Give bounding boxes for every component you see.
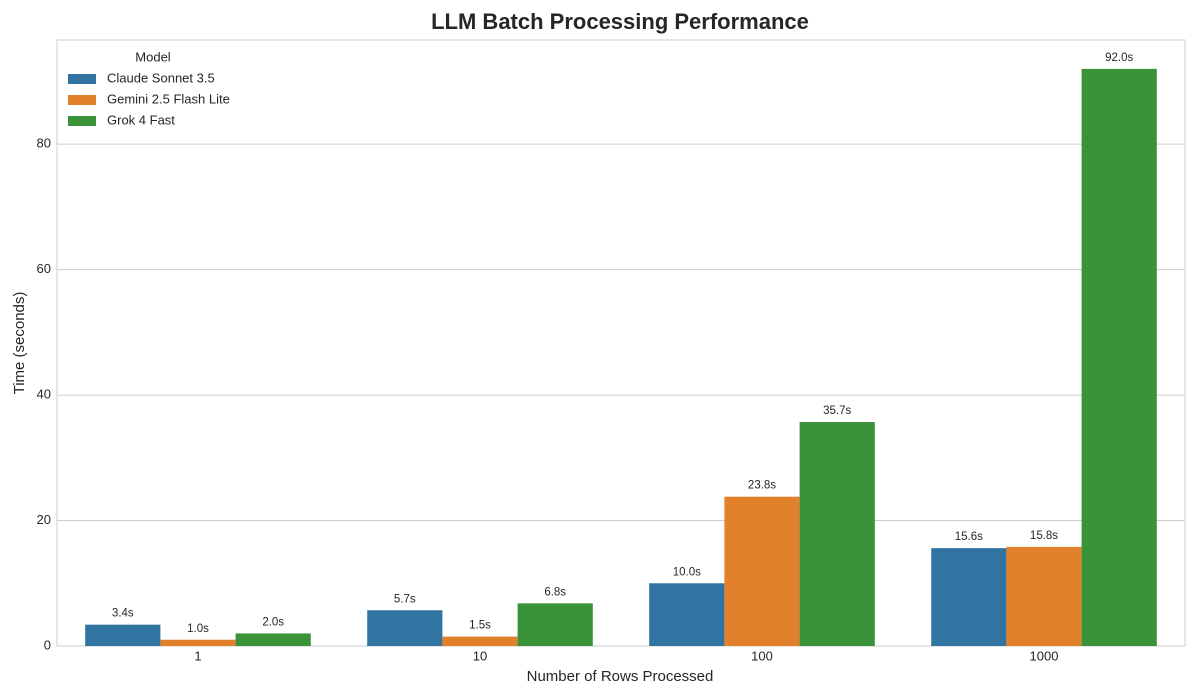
bar bbox=[85, 624, 161, 646]
plot-frame bbox=[56, 39, 1186, 647]
legend-swatch bbox=[68, 74, 96, 84]
y-axis-label: Time (seconds) bbox=[11, 292, 28, 395]
legend-label: Grok 4 Fast bbox=[107, 112, 175, 127]
value-label: 6.8s bbox=[544, 586, 566, 598]
bar bbox=[1081, 68, 1157, 647]
bar bbox=[160, 639, 236, 646]
legend-swatch bbox=[68, 116, 96, 126]
value-label: 1.0s bbox=[187, 623, 209, 635]
legend-label: Claude Sonnet 3.5 bbox=[107, 70, 215, 85]
x-axis-label: Number of Rows Processed bbox=[527, 668, 714, 685]
y-tick-label: 20 bbox=[37, 512, 51, 527]
legend-swatch bbox=[68, 95, 96, 105]
x-tick-label: 1 bbox=[194, 648, 201, 663]
x-tick-label: 100 bbox=[751, 648, 773, 663]
bar bbox=[235, 633, 311, 646]
value-label: 10.0s bbox=[673, 566, 701, 578]
x-tick-label: 10 bbox=[473, 648, 487, 663]
bar bbox=[931, 548, 1007, 646]
value-label: 92.0s bbox=[1105, 52, 1133, 64]
bar bbox=[1006, 546, 1082, 646]
chart-title: LLM Batch Processing Performance bbox=[431, 9, 809, 34]
value-label: 1.5s bbox=[469, 620, 491, 632]
value-label: 15.8s bbox=[1030, 530, 1058, 542]
bar bbox=[367, 610, 443, 646]
y-tick-label: 60 bbox=[37, 261, 51, 276]
y-tick-label: 80 bbox=[37, 136, 51, 151]
bar bbox=[649, 583, 725, 646]
value-label: 5.7s bbox=[394, 593, 416, 605]
bar bbox=[517, 603, 593, 646]
bar bbox=[724, 496, 800, 646]
value-label: 2.0s bbox=[262, 616, 284, 628]
y-tick-label: 40 bbox=[37, 387, 51, 402]
value-label: 3.4s bbox=[112, 608, 134, 620]
bar bbox=[799, 422, 875, 646]
y-tick-label: 0 bbox=[44, 637, 51, 652]
legend-title: Model bbox=[135, 49, 171, 64]
value-label: 23.8s bbox=[748, 480, 776, 492]
value-label: 15.6s bbox=[955, 531, 983, 543]
bar bbox=[442, 636, 518, 646]
legend-label: Gemini 2.5 Flash Lite bbox=[107, 91, 230, 106]
x-tick-label: 1000 bbox=[1030, 648, 1059, 663]
value-label: 35.7s bbox=[823, 405, 851, 417]
